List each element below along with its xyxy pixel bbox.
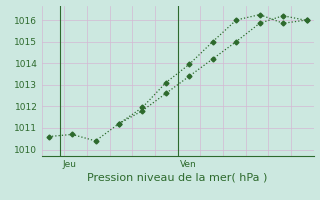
X-axis label: Pression niveau de la mer( hPa ): Pression niveau de la mer( hPa ): [87, 173, 268, 183]
Text: Ven: Ven: [180, 160, 197, 169]
Text: Jeu: Jeu: [63, 160, 77, 169]
